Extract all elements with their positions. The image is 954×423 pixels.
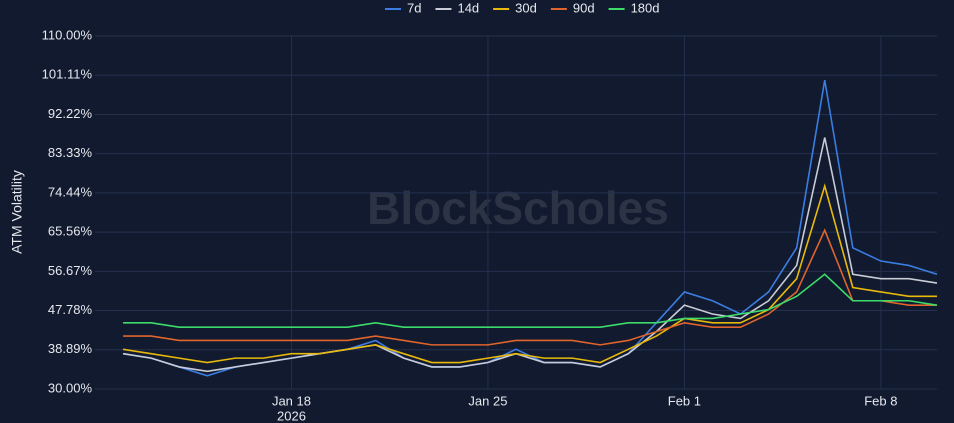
y-tick-label: 65.56% — [48, 224, 93, 239]
x-tick-label: Feb 1 — [668, 393, 701, 408]
y-tick-label: 110.00% — [42, 27, 93, 42]
y-tick-label: 56.67% — [48, 263, 93, 278]
legend-label: 14d — [457, 0, 479, 15]
x-tick-label: Jan 25 — [468, 393, 507, 408]
watermark: BlockScholes — [367, 182, 669, 234]
legend-label: 30d — [515, 0, 537, 15]
y-tick-label: 83.33% — [48, 145, 93, 160]
legend-label: 90d — [573, 0, 595, 15]
y-tick-label: 38.89% — [48, 341, 93, 356]
x-tick-label: Jan 18 — [272, 393, 311, 408]
y-tick-label: 92.22% — [48, 106, 93, 121]
series-line — [123, 273, 938, 329]
legend-label: 180d — [631, 0, 660, 15]
y-axis-title: ATM Volatility — [9, 170, 25, 254]
series-line — [122, 137, 938, 373]
x-tick-label: Feb 8 — [864, 393, 897, 408]
series-line — [123, 228, 937, 346]
y-tick-label: 74.44% — [48, 184, 93, 199]
y-tick-label: 101.11% — [42, 67, 93, 82]
x-year-label: 2026 — [277, 408, 306, 423]
y-tick-label: 47.78% — [48, 302, 93, 317]
legend-label: 7d — [407, 0, 421, 15]
series-line — [122, 183, 937, 364]
y-tick-label: 30.00% — [48, 380, 93, 395]
